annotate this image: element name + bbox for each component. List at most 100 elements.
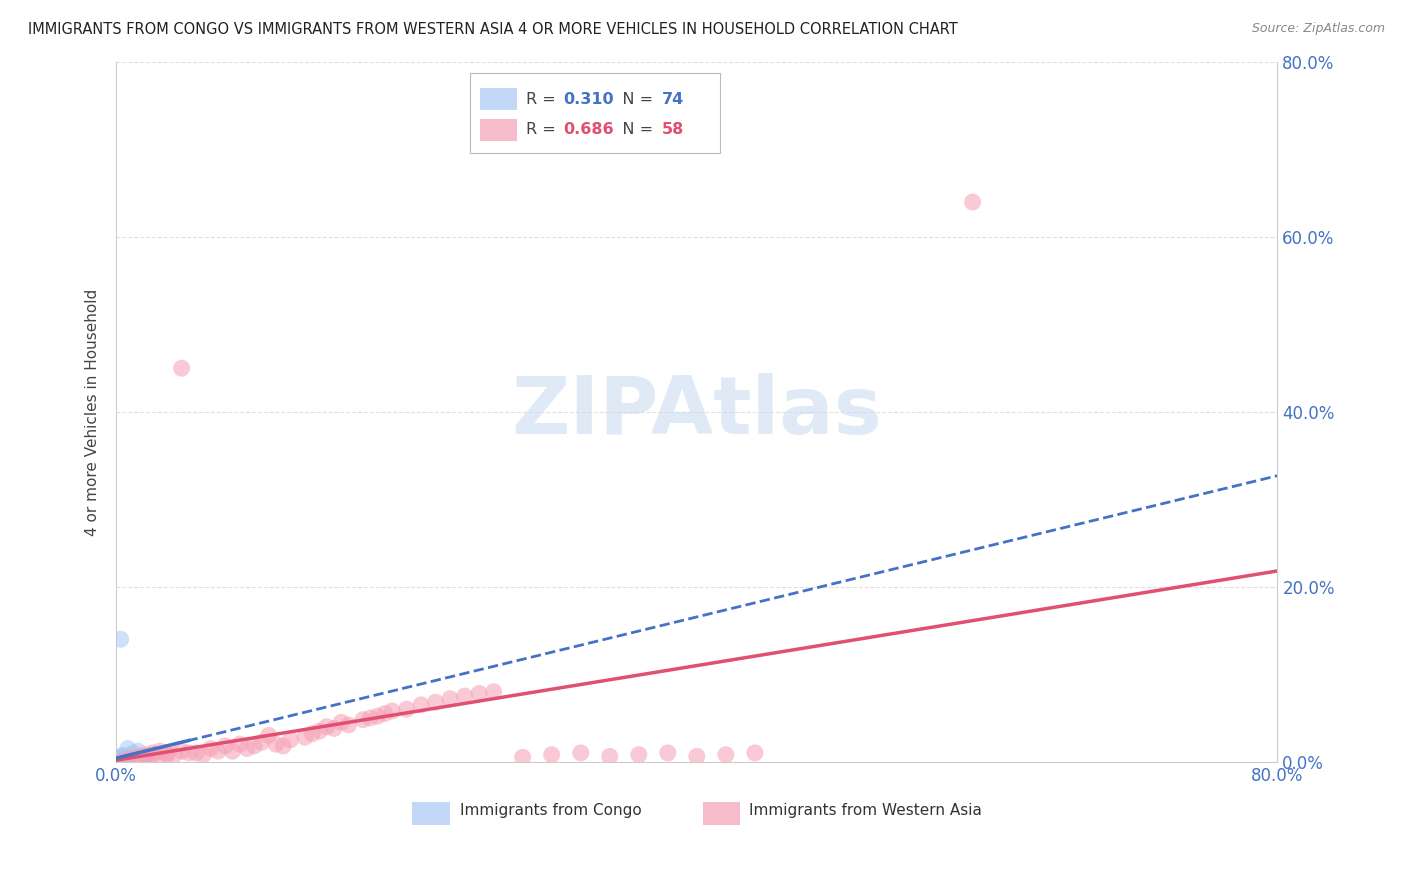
- Point: [120, 751, 142, 765]
- Point: [236, 741, 259, 756]
- Point: [110, 752, 132, 766]
- Point: [111, 751, 134, 765]
- Point: [657, 746, 679, 760]
- Point: [108, 753, 131, 767]
- Point: [257, 728, 280, 742]
- Point: [294, 730, 316, 744]
- Point: [108, 753, 131, 767]
- Point: [156, 746, 179, 760]
- Point: [111, 751, 134, 765]
- Point: [110, 752, 132, 766]
- Point: [108, 753, 131, 767]
- Point: [111, 751, 134, 765]
- Point: [352, 713, 374, 727]
- Point: [512, 750, 534, 764]
- Point: [110, 752, 132, 766]
- Point: [108, 753, 131, 767]
- Point: [111, 751, 134, 765]
- Point: [111, 751, 134, 765]
- Text: IMMIGRANTS FROM CONGO VS IMMIGRANTS FROM WESTERN ASIA 4 OR MORE VEHICLES IN HOUS: IMMIGRANTS FROM CONGO VS IMMIGRANTS FROM…: [28, 22, 957, 37]
- Text: 0.686: 0.686: [564, 122, 614, 137]
- Point: [134, 749, 156, 764]
- Point: [112, 750, 135, 764]
- Text: Source: ZipAtlas.com: Source: ZipAtlas.com: [1251, 22, 1385, 36]
- Point: [110, 752, 132, 766]
- Point: [207, 744, 229, 758]
- Point: [107, 754, 129, 768]
- Point: [108, 752, 131, 766]
- Point: [108, 753, 131, 767]
- Point: [112, 753, 135, 767]
- Point: [108, 753, 131, 767]
- Point: [110, 752, 132, 766]
- Point: [193, 747, 215, 762]
- Text: Immigrants from Western Asia: Immigrants from Western Asia: [749, 803, 981, 818]
- Point: [110, 752, 132, 766]
- Point: [149, 744, 172, 758]
- Point: [134, 749, 156, 764]
- Point: [111, 751, 134, 765]
- Point: [110, 752, 132, 766]
- Point: [117, 741, 139, 756]
- Point: [111, 751, 134, 765]
- Point: [107, 753, 129, 767]
- Point: [271, 739, 294, 753]
- Text: Immigrants from Congo: Immigrants from Congo: [460, 803, 641, 818]
- Point: [110, 752, 132, 766]
- Point: [111, 751, 134, 765]
- Point: [122, 746, 145, 760]
- Point: [108, 753, 131, 767]
- Point: [111, 751, 134, 765]
- Point: [110, 752, 132, 766]
- Point: [453, 689, 475, 703]
- Text: N =: N =: [607, 92, 658, 107]
- Point: [112, 750, 135, 764]
- Point: [110, 752, 132, 766]
- Point: [108, 753, 131, 767]
- Point: [111, 751, 134, 765]
- Text: R =: R =: [526, 122, 561, 137]
- Point: [409, 698, 432, 712]
- Point: [540, 747, 562, 762]
- FancyBboxPatch shape: [479, 88, 517, 111]
- Point: [112, 750, 135, 764]
- Point: [134, 747, 156, 762]
- Text: R =: R =: [526, 92, 561, 107]
- Point: [127, 749, 149, 764]
- Point: [337, 718, 360, 732]
- Point: [108, 753, 131, 767]
- Point: [177, 746, 200, 760]
- Point: [250, 735, 273, 749]
- Text: 74: 74: [662, 92, 685, 107]
- Point: [744, 746, 766, 760]
- Point: [110, 752, 132, 766]
- FancyBboxPatch shape: [479, 119, 517, 141]
- Point: [221, 744, 243, 758]
- Point: [482, 684, 505, 698]
- Point: [374, 706, 396, 721]
- Point: [108, 753, 131, 767]
- Point: [111, 750, 134, 764]
- Point: [228, 737, 250, 751]
- Point: [108, 753, 131, 767]
- Point: [110, 752, 132, 766]
- Point: [163, 747, 186, 762]
- Point: [110, 752, 132, 766]
- Point: [110, 752, 132, 766]
- Point: [359, 711, 381, 725]
- Point: [264, 737, 287, 751]
- Point: [381, 704, 404, 718]
- Point: [243, 739, 266, 753]
- Y-axis label: 4 or more Vehicles in Household: 4 or more Vehicles in Household: [86, 288, 100, 535]
- Point: [686, 749, 709, 764]
- Point: [110, 752, 132, 766]
- Point: [280, 732, 302, 747]
- Point: [108, 753, 131, 767]
- Point: [170, 361, 193, 376]
- Point: [367, 709, 389, 723]
- Point: [111, 748, 134, 763]
- Point: [214, 739, 236, 753]
- Point: [569, 746, 592, 760]
- Point: [110, 752, 132, 766]
- FancyBboxPatch shape: [703, 802, 740, 824]
